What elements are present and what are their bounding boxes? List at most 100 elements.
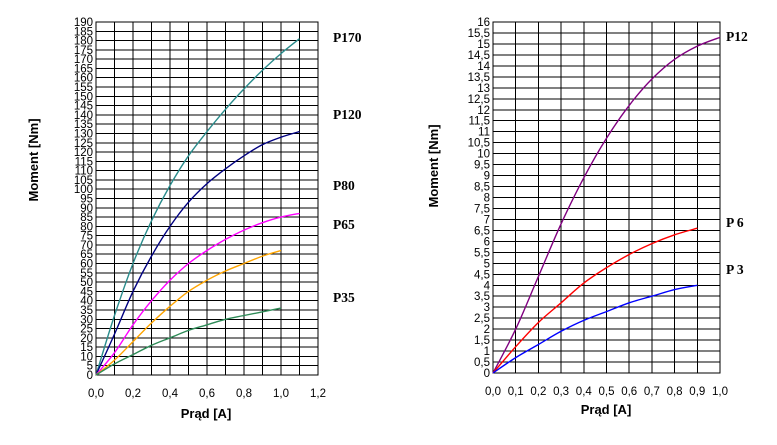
left-y-tick-label: 120 [74, 147, 93, 159]
left-series-label-p65: P65 [333, 217, 355, 232]
left-x-tick-label: 0,0 [88, 388, 104, 400]
right-y-tick-label: 14,5 [468, 50, 490, 62]
left-y-tick-label: 65 [80, 249, 93, 261]
left-y-tick-label: 15 [80, 342, 93, 354]
left-series-label-p80: P80 [333, 178, 355, 193]
right-y-tick-label: 15 [477, 39, 490, 51]
right-y-tick-label: 7 [484, 214, 490, 226]
right-y-tick-label: 3,5 [474, 291, 490, 303]
left-y-tick-label: 115 [75, 156, 93, 168]
right-y-tick-label: 12,5 [468, 94, 490, 106]
left-y-tick-label: 185 [74, 26, 93, 38]
left-y-tick-label: 10 [80, 351, 93, 363]
right-grid [492, 21, 721, 374]
left-y-tick-label: 75 [80, 231, 93, 243]
left-y-tick-label: 80 [80, 221, 93, 233]
left-y-tick-label: 110 [75, 166, 93, 178]
left-x-tick-label: 0,2 [125, 388, 141, 400]
left-series-line-p35 [95, 307, 282, 376]
left-y-tick-label: 55 [80, 268, 93, 280]
left-series-label-p35: P35 [333, 290, 355, 305]
left-y-tick-label: 60 [80, 259, 93, 271]
left-y-tick-label: 0 [87, 370, 93, 382]
left-series-label-p170: P170 [333, 30, 362, 45]
left-y-tick-label: 25 [80, 324, 93, 336]
right-series-label-p6: P 6 [726, 215, 744, 230]
right-y-tick-label: 6,5 [474, 225, 490, 237]
left-y-tick-label: 35 [80, 305, 93, 317]
right-y-tick-label: 1,5 [474, 335, 490, 347]
left-y-tick-label: 45 [80, 286, 93, 298]
left-y-tick-label: 20 [80, 333, 93, 345]
left-y-tick-label: 95 [80, 194, 93, 206]
right-x-tick-label: 0,4 [576, 386, 593, 398]
left-y-tick-label: 135 [74, 119, 93, 131]
left-y-tick-label: 125 [74, 138, 93, 150]
right-y-tick-label: 6 [484, 236, 490, 248]
left-y-tick-label: 150 [74, 91, 93, 103]
right-y-tick-label: 5 [484, 258, 490, 270]
right-y-tick-label: 11 [478, 127, 490, 139]
right-y-axis-title: Moment [Nm] [426, 124, 441, 207]
right-y-tick-label: 0,5 [474, 357, 490, 369]
left-y-tick-label: 155 [74, 82, 93, 94]
right-x-tick-label: 1,0 [712, 386, 728, 398]
right-y-tick-label: 9,5 [474, 160, 490, 172]
left-plot-frame [95, 21, 319, 376]
left-y-tick-label: 50 [80, 277, 93, 289]
left-x-tick-label: 0,8 [236, 388, 252, 400]
left-y-tick-label: 5 [87, 361, 93, 373]
right-y-tick-label: 14 [477, 61, 490, 73]
right-y-tick-label: 13,5 [468, 72, 490, 84]
right-y-tick-label: 0 [484, 368, 490, 380]
right-y-tick-label: 13 [477, 83, 490, 95]
right-y-tick-label: 16 [477, 17, 490, 29]
left-y-tick-label: 30 [80, 314, 93, 326]
right-x-tick-label: 0,8 [667, 386, 683, 398]
left-series-line-p170 [95, 38, 300, 376]
right-x-axis-title: Prąd [A] [581, 402, 632, 417]
right-x-tick-label: 0,7 [644, 386, 660, 398]
left-y-tick-label: 130 [74, 128, 93, 140]
right-y-tick-label: 2,5 [474, 313, 490, 325]
left-x-tick-label: 1,0 [273, 388, 289, 400]
left-series-line-p65 [95, 249, 282, 376]
right-x-tick-label: 0,2 [530, 386, 546, 398]
right-y-tick-label: 1 [484, 346, 490, 358]
left-y-tick-label: 160 [74, 73, 93, 85]
right-plot-frame [492, 21, 721, 374]
left-y-tick-label: 190 [74, 17, 93, 29]
right-y-tick-label: 2 [484, 324, 490, 336]
chart-left: Moment [Nm] Prąd [A] 0510152025303540455… [26, 17, 362, 421]
right-x-tick-label: 0,0 [485, 386, 501, 398]
right-y-tick-label: 8,5 [474, 182, 490, 194]
left-y-tick-label: 165 [74, 63, 93, 75]
left-y-tick-label: 140 [74, 110, 93, 122]
right-series-line-p3 [492, 284, 698, 374]
right-x-tick-label: 0,5 [599, 386, 615, 398]
left-x-tick-label: 1,2 [310, 388, 326, 400]
right-y-tick-label: 3 [484, 302, 490, 314]
left-y-tick-label: 180 [74, 36, 93, 48]
right-x-tick-label: 0,6 [621, 386, 637, 398]
left-x-tick-label: 0,4 [162, 388, 179, 400]
right-y-tick-label: 8 [484, 193, 490, 205]
left-x-axis-title: Prąd [A] [181, 406, 232, 421]
right-series-line-p12 [492, 36, 721, 374]
right-y-tick-label: 5,5 [474, 247, 490, 259]
left-y-tick-label: 90 [80, 203, 93, 215]
left-x-tick-label: 0,6 [199, 388, 215, 400]
right-series-line-p6 [492, 227, 698, 374]
right-y-tick-label: 12 [477, 105, 490, 117]
right-y-tick-label: 10,5 [468, 138, 490, 150]
right-y-tick-label: 10 [477, 149, 490, 161]
right-y-tick-label: 4,5 [474, 269, 490, 281]
left-y-tick-label: 170 [74, 54, 93, 66]
right-y-tick-label: 11,5 [468, 116, 490, 128]
left-y-tick-label: 70 [80, 240, 93, 252]
right-y-tick-label: 9 [484, 171, 490, 183]
left-y-tick-label: 175 [74, 45, 93, 57]
left-y-axis-title: Moment [Nm] [26, 118, 41, 201]
left-series-label-p120: P120 [333, 107, 362, 122]
